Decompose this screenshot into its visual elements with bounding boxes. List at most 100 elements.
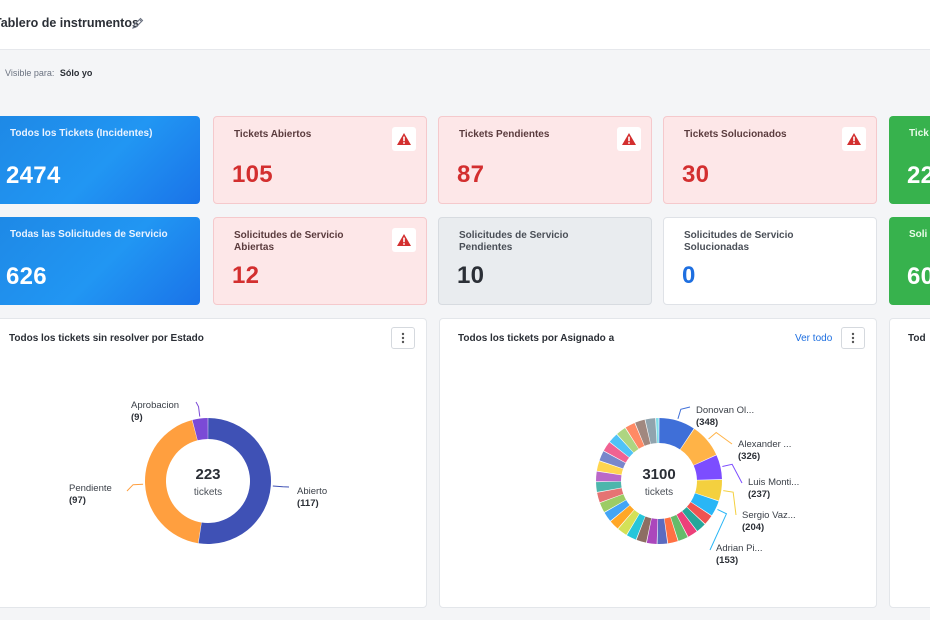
warning-triangle-icon — [842, 127, 866, 151]
donut-center-value: 3100 — [642, 466, 675, 483]
card-pending-tickets[interactable]: Tickets Pendientes 87 — [438, 116, 652, 204]
donut-slice[interactable] — [617, 427, 639, 453]
pencil-icon[interactable] — [131, 16, 145, 30]
visibility-row: Visible para: Sólo yo — [5, 68, 92, 78]
card-value: 22 — [907, 162, 930, 189]
donut-slice[interactable] — [657, 518, 668, 544]
donut-slice[interactable] — [636, 516, 652, 543]
card-label: Todas las Solicitudes de Servicio — [10, 229, 168, 240]
card-label: Solicitudes de Servicio Solucionadas — [684, 230, 794, 253]
donut-slice[interactable] — [680, 428, 717, 466]
card-solved-tickets[interactable]: Tickets Solucionados 30 — [663, 116, 877, 204]
donut-slice[interactable] — [618, 509, 640, 535]
donut-leader-line — [272, 485, 290, 488]
card-label: Tickets Solucionados — [684, 129, 787, 140]
assignee-donut-chart: 3100 tickets Donovan Ol...(348) Alexander .… — [596, 405, 799, 566]
donut-leader-line — [195, 401, 201, 417]
card-green-bottom[interactable]: Soli 60 — [889, 217, 930, 305]
donut-slice[interactable] — [676, 511, 697, 537]
donut-slice[interactable] — [603, 442, 630, 463]
donut-slice-label: Abierto — [297, 486, 327, 497]
warning-triangle-icon — [392, 127, 416, 151]
donut-leader-line — [722, 463, 743, 484]
top-bar: Tablero de instrumentos — [0, 0, 930, 50]
donut-slice[interactable] — [626, 513, 646, 540]
donut-slice[interactable] — [635, 419, 651, 446]
card-all-requests[interactable]: Todas las Solicitudes de Servicio 626 — [0, 217, 200, 305]
donut-slice[interactable] — [596, 461, 623, 475]
donut-slice[interactable] — [693, 455, 722, 480]
panel-title: Tod — [908, 333, 926, 344]
donut-slice[interactable] — [690, 493, 719, 516]
donut-slice-label: Alexander ... — [738, 439, 791, 450]
card-open-requests[interactable]: Solicitudes de Servicio Abiertas 12 — [213, 217, 427, 305]
kebab-menu-icon[interactable] — [841, 327, 865, 349]
donut-slice[interactable] — [686, 502, 712, 524]
status-donut-chart: 223 tickets Abierto(117) Pendiente(97) Aprob… — [69, 400, 327, 544]
page-title: Tablero de instrumentos — [0, 16, 139, 30]
donut-slice[interactable] — [597, 488, 624, 503]
warning-triangle-icon — [392, 228, 416, 252]
donut-slice-label: Adrian Pi... — [716, 543, 762, 554]
card-label: Tickets Abiertos — [234, 129, 312, 140]
donut-slice[interactable] — [596, 481, 622, 493]
donut-leader-line — [709, 508, 728, 551]
donut-slice[interactable] — [645, 418, 657, 444]
donut-slice[interactable] — [655, 418, 659, 444]
card-value: 30 — [682, 161, 710, 188]
donut-slice-value: (9) — [131, 412, 143, 423]
card-label: Solicitudes de Servicio Abiertas — [234, 230, 344, 253]
donut-slice[interactable] — [599, 494, 626, 513]
panel-title: Todos los tickets por Asignado a — [458, 333, 615, 344]
card-open-tickets[interactable]: Tickets Abiertos 105 — [213, 116, 427, 204]
kebab-menu-icon[interactable] — [391, 327, 415, 349]
card-label: Tick — [909, 128, 929, 139]
donut-slice-value: (117) — [297, 498, 319, 509]
card-value: 60 — [907, 263, 930, 290]
donut-slice-value: (326) — [738, 451, 760, 462]
card-all-tickets[interactable]: Todos los Tickets (Incidentes) 2474 — [0, 116, 200, 204]
panel-tickets-by-assignee: Todos los tickets por Asignado a Ver tod… — [439, 318, 877, 608]
panel-tickets-by-status: Todos los tickets sin resolver por Estad… — [0, 318, 427, 608]
visibility-value[interactable]: Sólo yo — [59, 68, 93, 78]
donut-leader-line — [708, 431, 733, 445]
donut-slice[interactable] — [144, 420, 202, 544]
donut-slice[interactable] — [599, 451, 626, 469]
donut-slice[interactable] — [192, 418, 208, 441]
view-all-link[interactable]: Ver todo — [795, 333, 833, 344]
visibility-label: Visible para: — [5, 68, 55, 78]
card-label: Soli — [909, 229, 928, 240]
donut-leader-line — [126, 483, 144, 492]
card-value: 105 — [232, 161, 273, 188]
card-solved-requests[interactable]: Solicitudes de Servicio Solucionadas 0 — [663, 217, 877, 305]
card-label: Solicitudes de Servicio Pendientes — [459, 230, 569, 253]
card-value: 626 — [6, 263, 47, 290]
donut-slice-label: Pendiente — [69, 483, 112, 494]
card-pending-requests[interactable]: Solicitudes de Servicio Pendientes 10 — [438, 217, 652, 305]
panel-title: Todos los tickets sin resolver por Estad… — [9, 333, 204, 344]
donut-slice[interactable] — [646, 518, 658, 544]
donut-slice[interactable] — [604, 500, 630, 521]
donut-slice-value: (204) — [742, 522, 764, 533]
card-label: Tickets Pendientes — [459, 129, 550, 140]
donut-slice-label: Luis Monti... — [748, 477, 799, 488]
donut-slice-value: (153) — [716, 555, 738, 566]
donut-slice[interactable] — [670, 514, 688, 541]
donut-slice-label: Aprobacion — [131, 400, 179, 411]
donut-leader-line — [723, 490, 737, 516]
donut-slice[interactable] — [625, 422, 645, 449]
donut-slice[interactable] — [682, 507, 705, 531]
donut-slice-label: Sergio Vaz... — [742, 510, 796, 521]
donut-slice[interactable] — [664, 517, 678, 544]
donut-slice[interactable] — [609, 434, 634, 458]
donut-leader-line — [677, 406, 691, 419]
panel-third: Tod — [889, 318, 930, 608]
donut-slice[interactable] — [596, 471, 622, 482]
donut-center-label: tickets — [194, 487, 222, 498]
card-value: 10 — [457, 262, 485, 289]
card-green-top[interactable]: Tick 22 — [889, 116, 930, 204]
donut-slice[interactable] — [198, 418, 271, 544]
donut-slice[interactable] — [610, 505, 635, 529]
donut-slice[interactable] — [659, 418, 694, 450]
donut-slice[interactable] — [695, 479, 722, 501]
